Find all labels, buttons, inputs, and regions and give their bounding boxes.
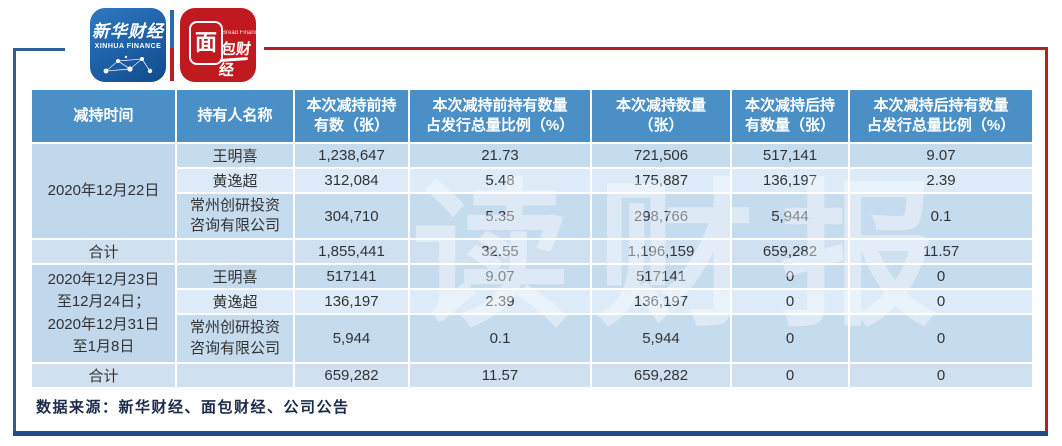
frame-bottom-bar — [13, 431, 1048, 436]
total-label-cell: 合计 — [30, 238, 177, 265]
xinhua-logo-en-text: XINHUA FINANCE — [94, 43, 162, 50]
value-cell: 5,944 — [730, 192, 850, 240]
col-header-after: 本次减持后持 有数量（张） — [730, 88, 850, 144]
value-cell: 659,282 — [730, 238, 850, 265]
value-cell: 1,238,647 — [293, 142, 410, 169]
value-cell: 659,282 — [293, 362, 410, 389]
holder-cell: 常州创研投资 咨询有限公司 — [175, 313, 295, 364]
value-cell: 0.1 — [848, 192, 1034, 240]
col-header-period: 减持时间 — [30, 88, 177, 144]
logo-divider-blue — [170, 10, 174, 48]
frame-top-left-segment — [13, 48, 65, 51]
holder-cell: 常州创研投资 咨询有限公司 — [175, 192, 295, 240]
bread-logo-en-text: Bread Finance — [222, 30, 256, 36]
value-cell: 1,855,441 — [293, 238, 410, 265]
logo-divider-red — [170, 48, 174, 81]
table-total-row: 合计 659,282 11.57 659,282 0 0 — [30, 362, 1034, 389]
value-cell: 136,197 — [590, 288, 732, 315]
value-cell: 5.48 — [408, 167, 592, 194]
value-cell: 721,506 — [590, 142, 732, 169]
value-cell: 0 — [730, 313, 850, 364]
value-cell: 11.57 — [848, 238, 1034, 265]
value-cell: 659,282 — [590, 362, 732, 389]
value-cell: 0.1 — [408, 313, 592, 364]
xinhua-finance-logo: 新华财经 XINHUA FINANCE — [90, 8, 166, 82]
value-cell: 0 — [848, 263, 1034, 290]
table-row: 常州创研投资 咨询有限公司 5,944 0.1 5,944 0 0 — [31, 313, 1034, 364]
value-cell: 2.39 — [408, 288, 592, 315]
frame-top-red-line — [264, 47, 1048, 50]
value-cell: 298,766 — [590, 192, 732, 240]
value-cell: 0 — [848, 313, 1034, 364]
table-row: 2020年12月22日 王明喜 1,238,647 21.73 721,506 … — [30, 142, 1034, 240]
period-line: 至1月8日 — [72, 338, 135, 355]
col-header-after-pct: 本次减持后持有数量 占发行总量比例（%） — [848, 88, 1034, 144]
value-cell: 5,944 — [293, 313, 410, 364]
value-cell: 5.35 — [408, 192, 592, 240]
col-header-before-pct: 本次减持前持有数量 占发行总量比例（%） — [408, 88, 592, 144]
value-cell: 136,197 — [730, 167, 850, 194]
period-cell: 2020年12月23日 至12月24日； 2020年12月31日 至1月8日 — [30, 263, 177, 364]
value-cell: 175,887 — [590, 167, 732, 194]
value-cell: 0 — [730, 362, 850, 389]
holdings-reduction-table: 减持时间 持有人名称 本次减持前持 有数（张） 本次减持前持有数量 占发行总量比… — [30, 88, 1034, 389]
holder-cell: 黄逸超 — [175, 288, 295, 315]
holder-cell: 王明喜 — [175, 142, 295, 169]
total-label-cell: 合计 — [30, 362, 177, 389]
value-cell: 517141 — [293, 263, 410, 290]
value-cell: 21.73 — [408, 142, 592, 169]
value-cell: 32.55 — [408, 238, 592, 265]
value-cell: 1,196,159 — [590, 238, 732, 265]
value-cell: 2.39 — [848, 167, 1034, 194]
value-cell: 312,084 — [293, 167, 410, 194]
table-row: 黄逸超 136,197 2.39 136,197 0 0 — [31, 288, 1034, 315]
table-header-row: 减持时间 持有人名称 本次减持前持 有数（张） 本次减持前持有数量 占发行总量比… — [30, 88, 1034, 144]
value-cell: 517141 — [590, 263, 732, 290]
value-cell: 304,710 — [293, 192, 410, 240]
col-header-before: 本次减持前持 有数（张） — [293, 88, 410, 144]
col-header-reduced: 本次减持数量 （张） — [590, 88, 732, 144]
table-total-row: 合计 1,855,441 32.55 1,196,159 659,282 11.… — [30, 238, 1034, 265]
xinhua-logo-cn-text: 新华财经 — [92, 22, 164, 41]
bread-finance-logo: 面 Bread Finance 包财经 — [180, 8, 256, 82]
frame-left-border — [13, 48, 16, 433]
value-cell: 0 — [848, 288, 1034, 315]
value-cell: 517,141 — [730, 142, 850, 169]
value-cell: 0 — [848, 362, 1034, 389]
data-source-note: 数据来源：新华财经、面包财经、公司公告 — [36, 398, 350, 416]
table-row: 黄逸超 312,084 5.48 175,887 136,197 2.39 — [31, 167, 1034, 194]
col-header-holder: 持有人名称 — [175, 88, 295, 144]
value-cell: 136,197 — [293, 288, 410, 315]
period-line: 2020年12月31日 — [47, 315, 160, 333]
table-row: 常州创研投资 咨询有限公司 304,710 5.35 298,766 5,944… — [31, 192, 1034, 240]
period-cell: 2020年12月22日 — [30, 142, 177, 240]
value-cell: 9.07 — [848, 142, 1034, 169]
bread-logo-boxed-char: 面 — [189, 21, 223, 65]
period-line: 2020年12月23日 — [47, 270, 160, 288]
value-cell: 0 — [730, 288, 850, 315]
value-cell: 11.57 — [408, 362, 592, 389]
table-row: 2020年12月23日 至12月24日； 2020年12月31日 至1月8日 王明喜 … — [30, 263, 1034, 364]
value-cell: 5,944 — [590, 313, 732, 364]
empty-cell — [175, 362, 295, 389]
empty-cell — [175, 238, 295, 265]
period-line: 至12月24日； — [56, 293, 151, 310]
value-cell: 9.07 — [408, 263, 592, 290]
network-constellation-icon — [103, 55, 153, 74]
value-cell: 0 — [730, 263, 850, 290]
holder-cell: 黄逸超 — [175, 167, 295, 194]
frame-right-red-border — [1045, 47, 1048, 436]
holder-cell: 王明喜 — [175, 263, 295, 290]
